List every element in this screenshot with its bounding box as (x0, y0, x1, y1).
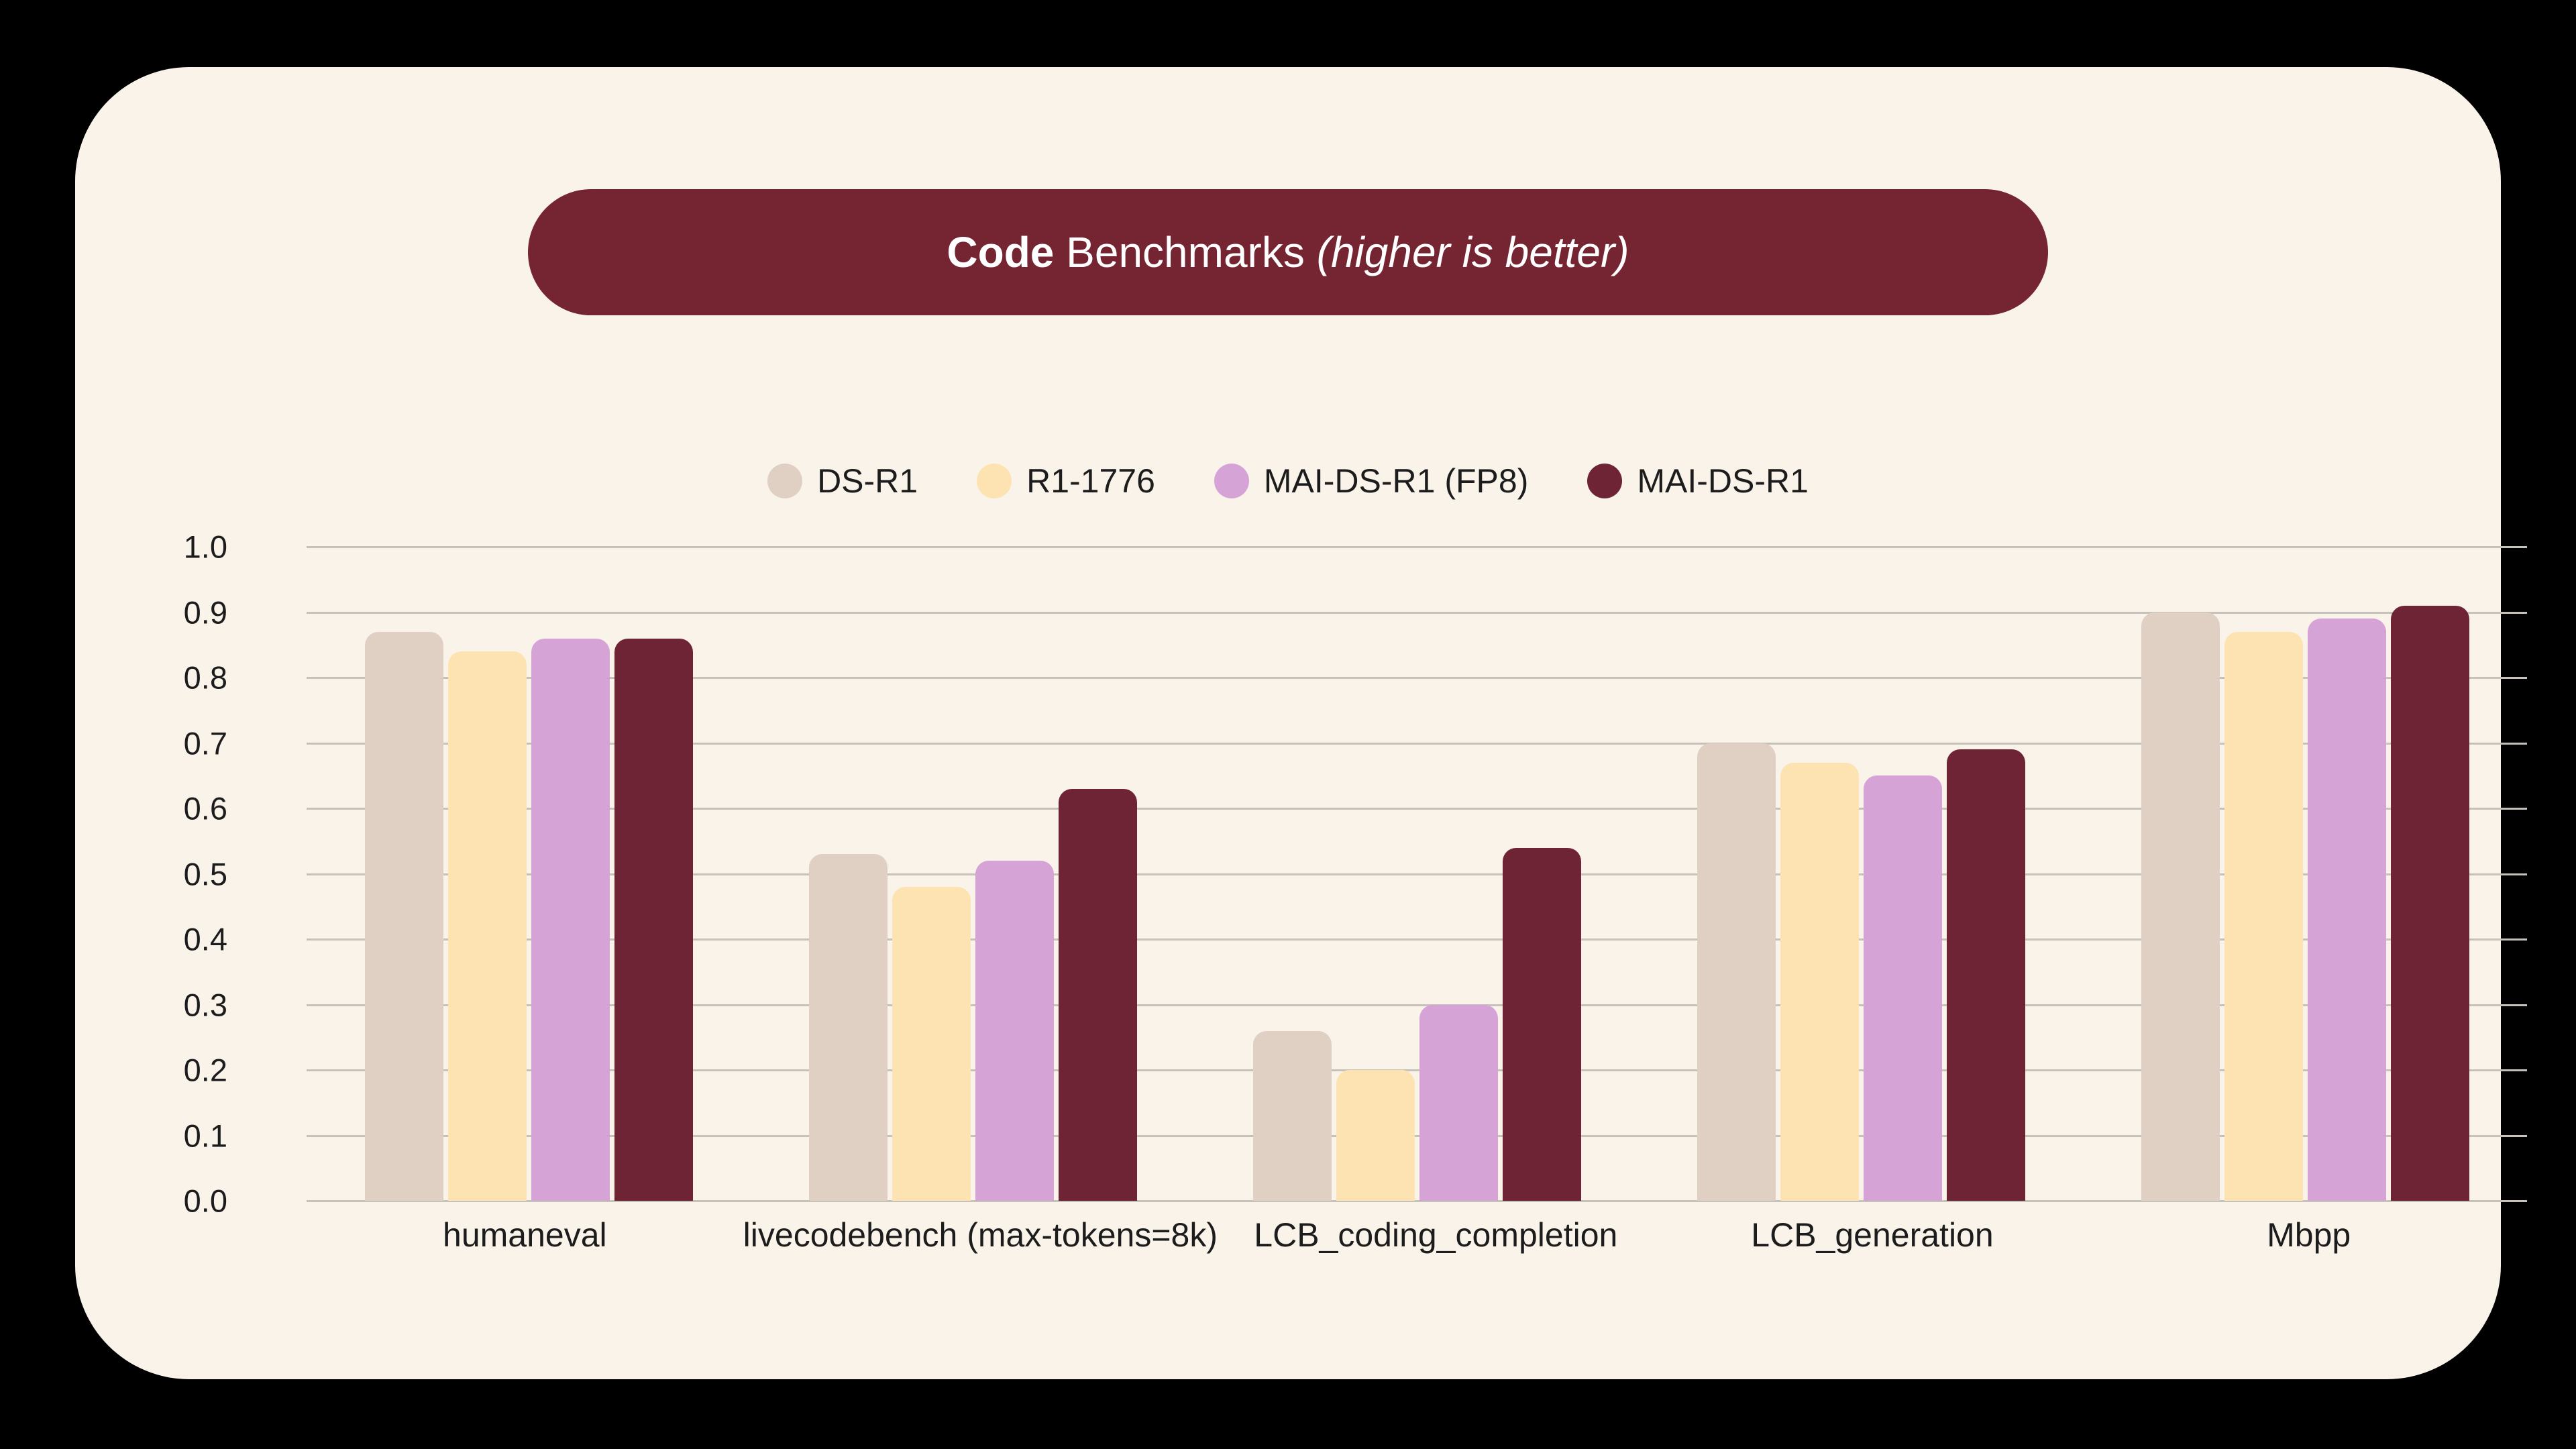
gridline (307, 938, 2527, 941)
x-axis-labels: humaneval livecodebench (max-tokens=8k) LC… (307, 1216, 2527, 1254)
bar (1697, 743, 1776, 1201)
bar (1946, 749, 2025, 1201)
bar (975, 861, 1054, 1201)
legend: DS-R1 R1-1776 MAI-DS-R1 (FP8) MAI-DS-R1 (75, 462, 2501, 500)
legend-label: DS-R1 (817, 462, 918, 500)
bar (614, 638, 693, 1201)
bar-groups (307, 547, 2527, 1201)
x-category-label: LCB_generation (1751, 1216, 1994, 1254)
bar (1419, 1004, 1498, 1201)
legend-item: MAI-DS-R1 (1587, 462, 1809, 500)
gridline (307, 742, 2527, 745)
y-tick-label: 0.7 (183, 725, 227, 761)
bar (1780, 762, 1859, 1201)
legend-item: R1-1776 (977, 462, 1155, 500)
legend-label: R1-1776 (1026, 462, 1155, 500)
title-italic-part: (higher is better) (1316, 228, 1629, 276)
bar (1502, 847, 1581, 1201)
gridline (307, 677, 2527, 679)
bar-group (1639, 547, 2083, 1201)
bar (2390, 605, 2469, 1201)
legend-swatch (1214, 464, 1249, 498)
gridline (307, 808, 2527, 810)
bar (1252, 1030, 1332, 1201)
y-tick-label: 0.8 (183, 659, 227, 696)
gridline (307, 1200, 2527, 1202)
bar-group (307, 547, 751, 1201)
y-tick-label: 0.4 (183, 921, 227, 957)
title-regular-part: Benchmarks (1054, 228, 1317, 276)
legend-item: MAI-DS-R1 (FP8) (1214, 462, 1528, 500)
bar-group (751, 547, 1195, 1201)
bar (1863, 775, 1942, 1201)
y-tick-label: 0.2 (183, 1052, 227, 1088)
bar (2307, 619, 2386, 1201)
gridline (307, 546, 2527, 548)
gridline (307, 1069, 2527, 1071)
bar-group (2083, 547, 2527, 1201)
x-category-label: humaneval (443, 1216, 607, 1254)
legend-label: MAI-DS-R1 (FP8) (1263, 462, 1529, 500)
x-category-label: LCB_coding_completion (1254, 1216, 1618, 1254)
bar (2224, 631, 2303, 1201)
legend-swatch (977, 464, 1012, 498)
bar (531, 638, 610, 1201)
x-category-label: livecodebench (max-tokens=8k) (743, 1216, 1218, 1254)
legend-swatch (1587, 464, 1623, 498)
plot-area: 1.0 0.9 0.8 0.7 0.6 0.5 0.4 0.3 0.2 0.1 0.0 (184, 529, 2527, 1219)
bar-group (1195, 547, 1639, 1201)
y-tick-label: 0.0 (183, 1183, 227, 1219)
gridline (307, 1134, 2527, 1137)
bar (364, 631, 443, 1201)
y-tick-label: 0.1 (183, 1118, 227, 1153)
chart-card: Code Benchmarks (higher is better) DS-R1… (75, 67, 2527, 1379)
bar (447, 651, 527, 1201)
gridline (307, 873, 2527, 875)
x-category-label: Mbpp (2267, 1216, 2351, 1254)
y-tick-label: 1.0 (183, 529, 227, 565)
y-tick-label: 0.5 (183, 856, 227, 892)
title-banner: Code Benchmarks (higher is better) (528, 189, 2048, 315)
gridline (307, 1004, 2527, 1006)
title-bold-part: Code (947, 228, 1055, 276)
y-tick-label: 0.6 (183, 790, 227, 826)
bar (2141, 612, 2220, 1201)
bar (1336, 1070, 1415, 1201)
legend-swatch (767, 464, 803, 498)
y-tick-label: 0.3 (183, 987, 227, 1022)
legend-label: MAI-DS-R1 (1637, 462, 1809, 500)
y-tick-label: 0.9 (183, 594, 227, 630)
bar (1058, 788, 1137, 1201)
gridline (307, 611, 2527, 614)
bar (892, 887, 971, 1201)
bar (808, 854, 888, 1201)
legend-item: DS-R1 (767, 462, 918, 500)
